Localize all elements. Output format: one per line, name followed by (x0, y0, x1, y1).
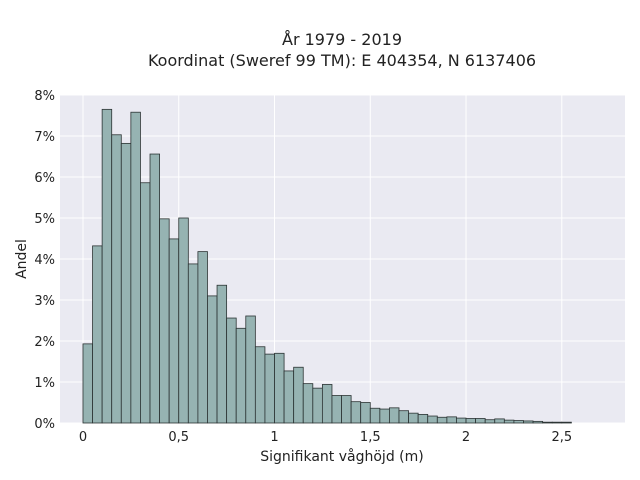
bar-8 (159, 218, 170, 424)
bar-46 (523, 420, 534, 424)
bar-33 (398, 410, 409, 424)
y-axis: 0% 1% 2% 3% 4% 5% 6% 7% 8% (34, 89, 55, 432)
bar-37 (436, 416, 448, 424)
bar-9 (168, 238, 180, 424)
y-tick-label-8: 8% (34, 89, 55, 104)
bar-44 (503, 419, 515, 424)
y-tick-label-6: 6% (34, 171, 55, 186)
chart-title: År 1979 - 2019 (282, 30, 402, 49)
bar-5 (130, 111, 141, 424)
bar-25 (321, 384, 333, 424)
y-tick-label-7: 7% (34, 130, 55, 145)
bar-24 (312, 387, 323, 424)
bar-11 (187, 263, 199, 424)
bar-15 (226, 317, 237, 424)
x-tick-label-3: 1,5 (360, 430, 381, 445)
bar-43 (494, 418, 505, 424)
y-tick-label-2: 2% (34, 335, 55, 350)
bar-49 (551, 421, 563, 424)
x-tick-label-1: 0,5 (168, 430, 189, 445)
bar-3 (111, 134, 122, 424)
bar-27 (341, 395, 352, 424)
bar-2 (101, 108, 113, 424)
bar-40 (465, 418, 477, 424)
y-axis-label: Andel (14, 239, 30, 279)
bar-7 (149, 153, 160, 424)
bar-17 (245, 315, 256, 424)
x-tick-label-4: 2 (462, 430, 470, 445)
bar-series (82, 108, 572, 424)
x-tick-label-5: 2,5 (551, 430, 572, 445)
bar-47 (532, 420, 544, 424)
bar-28 (350, 401, 362, 424)
bar-34 (408, 412, 419, 424)
y-tick-label-0: 0% (34, 417, 55, 432)
bar-16 (235, 327, 247, 424)
bar-22 (293, 366, 304, 424)
x-axis: 0 0,5 1 1,5 2 2,5 (79, 430, 572, 445)
bar-19 (264, 353, 275, 424)
bar-13 (207, 295, 218, 424)
bar-4 (120, 142, 132, 424)
bar-31 (379, 408, 390, 424)
bar-42 (484, 419, 496, 424)
bar-35 (417, 413, 429, 424)
bar-20 (274, 352, 285, 424)
y-tick-label-5: 5% (34, 212, 55, 227)
bar-23 (302, 383, 314, 424)
chart-subtitle: Koordinat (Sweref 99 TM): E 404354, N 61… (148, 51, 536, 70)
bar-32 (389, 407, 400, 424)
bar-6 (140, 182, 151, 424)
x-tick-label-2: 1 (270, 430, 278, 445)
bar-45 (513, 420, 524, 424)
bar-18 (254, 346, 266, 424)
bar-48 (542, 421, 553, 424)
bar-50 (561, 421, 572, 424)
bar-39 (456, 417, 467, 424)
y-tick-label-3: 3% (34, 294, 55, 309)
bar-1 (92, 245, 103, 424)
bar-38 (446, 416, 457, 424)
bar-12 (197, 251, 208, 424)
bar-21 (283, 370, 295, 424)
bar-29 (360, 402, 371, 424)
bar-14 (216, 284, 228, 424)
x-tick-label-0: 0 (79, 430, 87, 445)
bar-0 (82, 343, 93, 424)
bar-10 (178, 217, 189, 424)
bar-41 (475, 418, 486, 424)
bar-36 (427, 415, 438, 424)
y-tick-label-4: 4% (34, 253, 55, 268)
bar-26 (331, 395, 342, 424)
y-tick-label-1: 1% (34, 376, 55, 391)
bar-30 (369, 407, 381, 424)
x-axis-label: Signifikant våghöjd (m) (260, 448, 423, 465)
